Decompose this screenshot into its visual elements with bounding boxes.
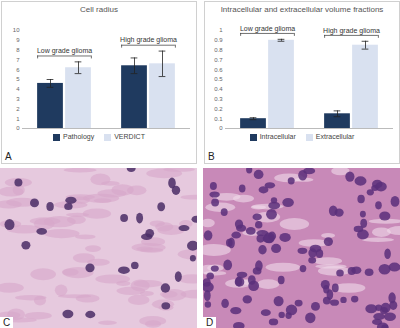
svg-text:0.5: 0.5 xyxy=(214,76,223,82)
svg-text:0.7: 0.7 xyxy=(214,57,223,63)
svg-text:8: 8 xyxy=(16,47,20,53)
svg-text:Low grade glioma: Low grade glioma xyxy=(37,47,92,55)
svg-text:0.6: 0.6 xyxy=(214,67,223,73)
html-text:B: B xyxy=(208,151,215,162)
svg-text:0.3: 0.3 xyxy=(214,96,223,102)
svg-text:0.2: 0.2 xyxy=(214,106,223,112)
svg-text:9: 9 xyxy=(16,37,20,43)
html-text:D: D xyxy=(206,317,214,328)
svg-text:6: 6 xyxy=(16,67,20,73)
svg-text:5: 5 xyxy=(16,76,20,82)
html-text:Pathology: Pathology xyxy=(63,133,95,141)
svg-text:0.4: 0.4 xyxy=(214,86,223,92)
svg-text:4: 4 xyxy=(16,86,20,92)
svg-text:0.1: 0.1 xyxy=(214,116,223,122)
svg-text:0: 0 xyxy=(16,125,20,131)
html-text:C: C xyxy=(3,317,11,328)
svg-text:2: 2 xyxy=(16,106,20,112)
svg-text:3: 3 xyxy=(16,96,20,102)
svg-text:1: 1 xyxy=(16,116,20,122)
svg-text:0.8: 0.8 xyxy=(214,47,223,53)
svg-text:0.9: 0.9 xyxy=(214,37,223,43)
svg-text:0: 0 xyxy=(219,125,223,131)
html-text:Extracellular: Extracellular xyxy=(315,133,355,141)
html-text:A: A xyxy=(5,151,12,162)
svg-text:7: 7 xyxy=(16,57,20,63)
html-text:VERDICT: VERDICT xyxy=(114,133,145,141)
html-text:Intracellular and extracellula: Intracellular and extracellular volume f… xyxy=(220,5,384,14)
svg-text:Low grade glioma: Low grade glioma xyxy=(240,25,295,33)
html-text:Intracellular: Intracellular xyxy=(259,133,296,141)
svg-text:10: 10 xyxy=(13,27,20,33)
svg-text:High grade glioma: High grade glioma xyxy=(120,36,177,44)
svg-text:1: 1 xyxy=(219,27,223,33)
svg-text:High grade glioma: High grade glioma xyxy=(323,27,380,35)
html-text:Cell radius: Cell radius xyxy=(80,5,118,14)
